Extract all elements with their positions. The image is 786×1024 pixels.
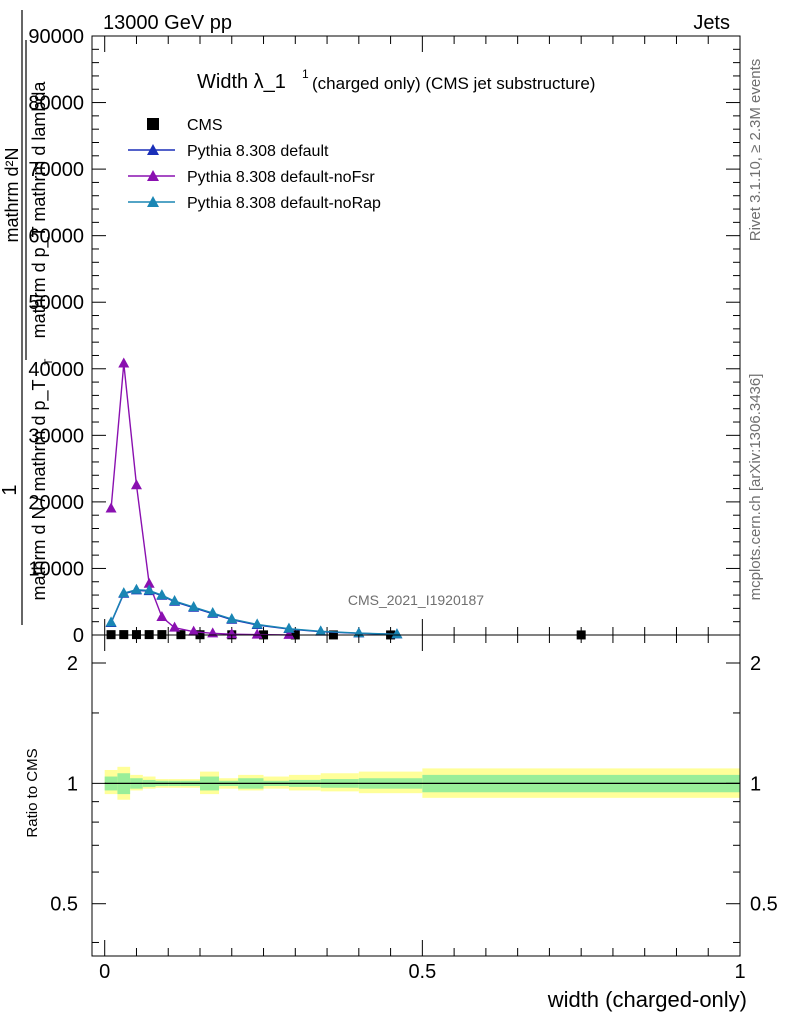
series-point-pythia-8-308-default-nofsr <box>169 621 181 632</box>
y-tick-label: 20000 <box>28 492 84 514</box>
series-point-pythia-8-308-default-norap <box>143 584 155 595</box>
series-point-pythia-8-308-default-norap <box>105 616 117 627</box>
ylabel-frac-den: mathrm d p_T mathrm d lambda <box>29 81 50 339</box>
ratio-frame <box>91 634 741 957</box>
y-tick-label: 30000 <box>28 425 84 447</box>
legend: CMS Pythia 8.308 default Pythia 8.308 de… <box>128 117 381 212</box>
y-tick-label: 0 <box>73 625 84 647</box>
xlabel: width (charged-only) <box>547 987 747 1012</box>
series-point-pythia-8-308-default-nofsr <box>130 479 142 490</box>
title-sup: 1 <box>302 67 309 81</box>
series-point-pythia-8-308-default-norap <box>207 607 219 618</box>
ylabel-frac-num: mathrm d²N <box>2 147 22 242</box>
ylabel-sub: T <box>43 358 55 365</box>
series-point-pythia-8-308-default-norap <box>251 618 263 629</box>
legend-label-cms: CMS <box>187 117 223 134</box>
series-point-pythia-8-308-default-norap <box>226 613 238 624</box>
series-point-pythia-8-308-default-norap <box>169 595 181 606</box>
main-ylabel: 1 mathrm d N / mathrm d p_T mathrm d²N m… <box>0 10 55 625</box>
x-tick-label: 0.5 <box>408 961 436 983</box>
y-tick-label: 80000 <box>28 93 84 115</box>
ylabel-den: mathrm d N / mathrm d p_T <box>29 379 50 600</box>
legend-label-default: Pythia 8.308 default <box>187 143 329 160</box>
ratio-y-axis: 0.5 0.5 1 1 2 2 <box>50 653 778 943</box>
ratio-y-tick-label: 2 <box>67 653 78 675</box>
y-tick-label: 70000 <box>28 159 84 181</box>
series-point-pythia-8-308-default-nofsr <box>251 628 263 639</box>
ratio-x-axis: 0 0.5 1 <box>99 635 746 983</box>
ratio-y-tick-label: 1 <box>67 773 78 795</box>
series-point-pythia-8-308-default-norap <box>130 583 142 594</box>
legend-marker-cms <box>147 118 159 130</box>
legend-label-norap: Pythia 8.308 default-noRap <box>187 195 381 212</box>
series-point-pythia-8-308-default-nofsr <box>105 502 117 513</box>
header-right: Jets <box>693 12 730 34</box>
header-left: 13000 GeV pp <box>103 12 232 34</box>
y-tick-label: 40000 <box>28 359 84 381</box>
ylabel-num: 1 <box>0 484 21 495</box>
legend-label-nofsr: Pythia 8.308 default-noFsr <box>187 169 375 186</box>
legend-marker-nofsr <box>147 170 159 181</box>
ratio-ylabel: Ratio to CMS <box>24 748 41 837</box>
mcplots-label: mcplots.cern.ch [arXiv:1306.3436] <box>747 374 764 601</box>
series-point-pythia-8-308-default-nofsr <box>143 577 155 588</box>
legend-marker-default <box>147 144 159 155</box>
series-point-pythia-8-308-default-norap <box>391 628 403 639</box>
main-y-axis: 0 10000 20000 30000 40000 50000 60000 70000 8000… <box>28 26 740 647</box>
series-point-pythia-8-308-default-norap <box>283 622 295 633</box>
y-tick-label: 10000 <box>28 558 84 580</box>
title-main: Width λ_1 <box>197 71 286 93</box>
title-rest: (charged only) (CMS jet substructure) <box>312 74 595 93</box>
series-point-pythia-8-308-default-nofsr <box>118 357 130 368</box>
series-point-pythia-8-308-default-norap <box>118 587 130 598</box>
main-series-layer <box>105 357 586 640</box>
y-tick-label: 60000 <box>28 226 84 248</box>
watermark: CMS_2021_I1920187 <box>348 592 484 608</box>
ratio-y-tick-label-right: 0.5 <box>750 894 778 916</box>
y-tick-label: 50000 <box>28 292 84 314</box>
ratio-y-tick-label-right: 2 <box>750 653 761 675</box>
x-tick-label: 1 <box>734 961 745 983</box>
series-point-pythia-8-308-default-nofsr <box>188 625 200 636</box>
legend-marker-norap <box>147 196 159 207</box>
series-point-pythia-8-308-default-nofsr <box>283 628 295 639</box>
ratio-y-tick-label-right: 1 <box>750 773 761 795</box>
series-point-pythia-8-308-default-nofsr <box>226 628 238 639</box>
series-point-pythia-8-308-default-norap <box>188 601 200 612</box>
main-title: Width λ_1 1 (charged only) (CMS jet subs… <box>197 67 595 93</box>
rivet-label: Rivet 3.1.10, ≥ 2.3M events <box>747 59 764 242</box>
x-tick-label: 0 <box>99 961 110 983</box>
y-tick-label: 90000 <box>28 26 84 48</box>
series-point-pythia-8-308-default-norap <box>315 625 327 636</box>
series-point-pythia-8-308-default-nofsr <box>156 611 168 622</box>
series-point-pythia-8-308-default-norap <box>156 589 168 600</box>
ratio-y-tick-label: 0.5 <box>50 894 78 916</box>
